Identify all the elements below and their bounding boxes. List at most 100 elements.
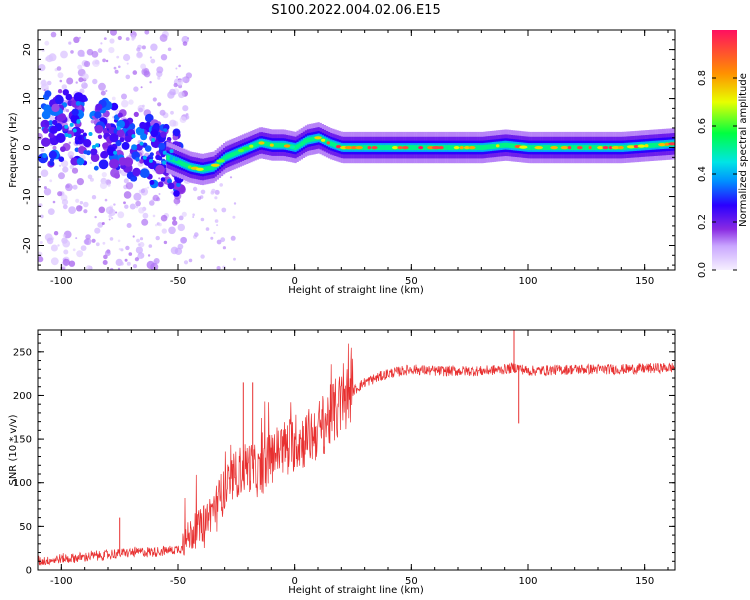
spectrogram-noise-cell: [65, 109, 70, 113]
spectrogram-ridge-cell: [653, 142, 656, 148]
spectrogram-cell: [173, 130, 180, 137]
spectrogram-ridge-cell: [330, 141, 333, 147]
colorbar: 0.0 0.2 0.4 0.6 0.8 Normalized spectral ampl…: [697, 30, 749, 278]
spectrogram-ridge-cell: [571, 145, 574, 150]
spectrogram-ridge-cell: [451, 145, 455, 150]
spectrogram-noise-cell: [39, 241, 43, 244]
spectrogram-ridge-cell: [302, 140, 306, 145]
spectrogram-ridge-cell: [300, 141, 303, 147]
spectrogram-ridge-cell: [409, 145, 413, 150]
spectrogram-noise-cell: [152, 214, 156, 218]
spectrogram-ridge-cell: [185, 162, 188, 168]
spectrogram-ridge-cell: [584, 145, 587, 150]
spectrogram-cell: [41, 110, 51, 120]
spectrogram-noise-cell: [86, 265, 92, 270]
spectrogram-y-tick-label: 0: [22, 144, 33, 150]
spectrogram-noise-cell: [117, 239, 121, 243]
spectrogram-noise-cell: [45, 87, 49, 92]
spectrogram-ridge-cell: [229, 152, 232, 158]
spectrogram-ridge-cell: [575, 145, 579, 150]
spectrogram-cell: [163, 128, 168, 133]
spectrogram-noise-cell: [82, 82, 85, 85]
spectrogram-noise-cell: [160, 54, 168, 61]
spectrogram-cell: [105, 123, 112, 129]
spectrogram-peak-cell: [611, 146, 620, 150]
spectrogram-noise-cell: [216, 239, 222, 245]
spectrogram-cell: [133, 111, 139, 117]
spectrogram-noise-cell: [232, 215, 236, 219]
spectrogram-noise-cell: [99, 181, 108, 190]
snr-x-tick-label: -100: [50, 576, 73, 587]
spectrogram-noise-cell: [53, 231, 59, 236]
spectrogram-ridge-cell: [206, 166, 209, 171]
spectrogram-cell: [110, 102, 119, 111]
spectrogram-cell: [42, 153, 48, 159]
spectrogram-noise-cell: [107, 183, 111, 187]
spectrogram-noise-cell: [57, 191, 63, 197]
spectrogram-noise-cell: [216, 266, 221, 270]
spectrogram-noise-cell: [61, 199, 69, 206]
spectrogram-noise-cell: [81, 53, 85, 57]
spectrogram-peak-cell: [148, 158, 153, 163]
spectrogram-peak-cell: [355, 146, 363, 150]
spectrogram-noise-cell: [135, 246, 143, 254]
spectrogram-noise-cell: [126, 223, 132, 228]
spectrogram-noise-cell: [43, 188, 52, 196]
snr-y-tick-label: 100: [13, 478, 32, 489]
spectrogram-peak-cell: [303, 138, 312, 142]
spectrogram-noise-cell: [116, 55, 120, 59]
spectrogram-ridge-cell: [445, 145, 448, 150]
spectrogram-peak-cell: [534, 146, 543, 150]
spectrogram-cell: [90, 148, 98, 156]
spectrogram-peak-cell: [326, 141, 330, 145]
spectrogram-noise-cell: [148, 244, 153, 248]
spectrogram-noise-cell: [163, 240, 168, 245]
spectrogram-noise-cell: [49, 115, 55, 121]
snr-series-line: [38, 343, 675, 566]
spectrogram-x-tick-label: -100: [50, 276, 73, 287]
spectrogram-frame: [37, 29, 676, 271]
spectrogram-cell: [118, 157, 127, 166]
spectrogram-peak-cell: [468, 146, 476, 150]
spectrogram-noise-cell: [82, 73, 89, 80]
spectrogram-noise-cell: [108, 218, 111, 221]
spectrogram-ridge-cell: [506, 142, 509, 148]
spectrogram-ridge-cell: [311, 136, 314, 142]
spectrogram-peak-cell: [95, 143, 100, 148]
spectrogram-ridge-cell: [582, 145, 585, 150]
spectrogram-noise-cell: [180, 236, 187, 244]
spectrogram-peak-cell: [371, 146, 378, 150]
spectrogram-noise-cell: [68, 141, 72, 144]
spectrogram-cell: [115, 139, 122, 147]
spectrogram-peak-cell: [242, 146, 251, 150]
spectrogram-noise-cell: [123, 53, 131, 62]
spectrogram-peak-cell: [238, 148, 244, 153]
spectrogram-peak-cell: [216, 159, 225, 163]
spectrogram-cell: [51, 103, 60, 113]
spectrogram-cell: [173, 190, 180, 197]
spectrogram-noise-cell: [158, 222, 162, 227]
spectrogram-noise-cell: [147, 254, 151, 257]
spectrogram-noise-cell: [150, 58, 156, 64]
spectrogram-noise-cell: [156, 66, 164, 74]
spectrogram-x-tick-label: -50: [170, 276, 186, 287]
spectrogram-noise-cell: [192, 186, 198, 192]
spectrogram-cell: [94, 124, 104, 134]
spectrogram-noise-cell: [101, 222, 105, 225]
spectrogram-noise-cell: [66, 77, 74, 85]
spectrogram-x-tick-label: 50: [405, 276, 418, 287]
spectrogram-noise-cell: [97, 222, 104, 228]
spectrogram-noise-cell: [100, 90, 106, 96]
spectrogram-cell: [145, 113, 154, 123]
spectrogram-y-tick-label: -20: [22, 237, 33, 253]
spectrogram-noise-cell: [132, 264, 138, 269]
spectrogram-ridge-cell: [384, 145, 387, 150]
spectrogram-ridge-cell: [414, 145, 417, 150]
spectrogram-peak-cell: [169, 149, 174, 154]
spectrogram-cell: [124, 135, 132, 143]
spectrogram-peak-cell: [588, 146, 592, 150]
spectrogram-noise-cell: [174, 247, 183, 255]
colorbar-tick-label: 0.2: [697, 214, 708, 230]
